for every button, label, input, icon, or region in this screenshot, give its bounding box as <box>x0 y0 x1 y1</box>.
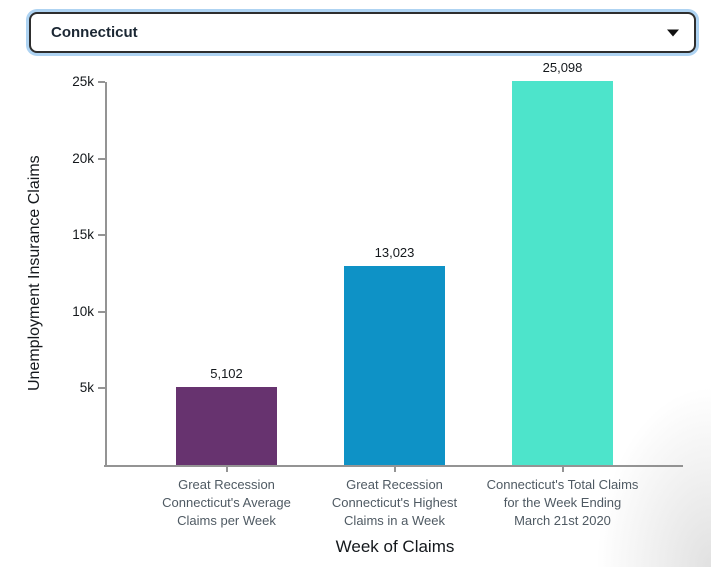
category-label-line: March 21st 2020 <box>514 513 611 528</box>
y-axis-tick-label: 10k <box>72 303 94 319</box>
category-label-line: Connecticut's Total Claims <box>486 477 639 492</box>
category-label: Connecticut's Total Claims for the Week E… <box>465 476 660 530</box>
category-label-line: Claims in a Week <box>344 513 445 528</box>
x-axis-tick <box>561 465 564 472</box>
bar <box>512 80 613 465</box>
category-label-line: Great Recession <box>346 477 443 492</box>
y-axis-tick-label: 5k <box>79 380 94 396</box>
category-label: Great Recession Connecticut's Highest Clai… <box>297 476 492 530</box>
plot-area: 5k 10k 15k 20k 25k 5,102 Great Recession Connec… <box>72 60 683 528</box>
y-axis-tick-label: 15k <box>72 227 94 243</box>
bar-value-label: 5,102 <box>210 365 243 381</box>
category-label-line: Connecticut's Highest <box>331 495 458 510</box>
y-axis-tick <box>98 234 105 237</box>
y-axis-tick <box>98 387 105 390</box>
x-axis-tick <box>225 465 228 472</box>
state-dropdown-wrapper: Connecticut <box>29 12 696 53</box>
y-axis-tick <box>98 310 105 313</box>
y-axis-tick <box>98 157 105 160</box>
bar <box>176 386 277 465</box>
y-axis-tick-label: 20k <box>72 150 94 166</box>
bar <box>344 265 445 465</box>
category-label-line: Claims per Week <box>177 513 276 528</box>
category-label-line: Great Recession <box>178 477 275 492</box>
category-label: Great Recession Connecticut's Average Clai… <box>129 476 324 530</box>
state-dropdown[interactable]: Connecticut <box>29 12 696 53</box>
category-label-line: for the Week Ending <box>503 495 622 510</box>
y-axis-title: Unemployment Insurance Claims <box>26 155 43 392</box>
category-label-line: Connecticut's Average <box>162 495 291 510</box>
bar-value-label: 13,023 <box>374 244 415 260</box>
y-axis-tick-label: 25k <box>72 74 94 89</box>
y-axis-tick <box>98 81 105 83</box>
x-axis-title: Week of Claims <box>335 537 455 556</box>
y-axis-line <box>105 82 107 467</box>
bar-value-label: 25,098 <box>542 59 583 75</box>
x-axis-tick <box>393 465 396 472</box>
